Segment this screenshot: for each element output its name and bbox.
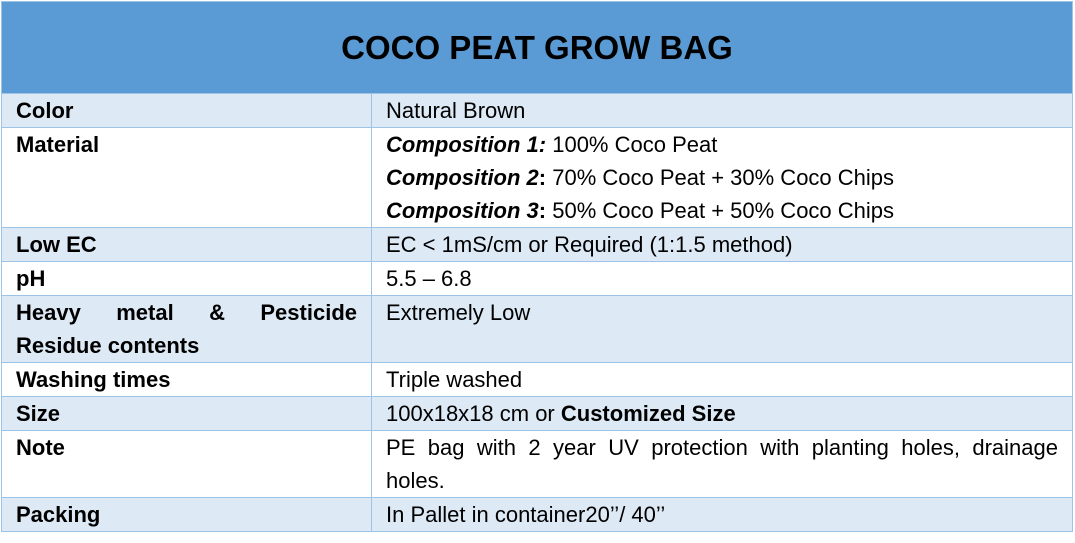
row-value: Natural Brown xyxy=(371,93,1073,128)
composition-separator: : xyxy=(538,165,547,190)
composition-name: Composition 2 xyxy=(386,165,539,190)
row-value-compositions: Composition 1: 100% Coco Peat Compositio… xyxy=(371,127,1073,228)
row-label: Packing xyxy=(1,497,372,532)
row-value: In Pallet in container20’’/ 40’’ xyxy=(371,497,1073,532)
composition-line: Composition 3: 50% Coco Peat + 50% Coco … xyxy=(386,194,1058,227)
table-row-ph: pH 5.5 – 6.8 xyxy=(1,261,1073,296)
row-label: Washing times xyxy=(1,362,372,397)
size-value-bold: Customized Size xyxy=(560,401,736,426)
table-row-material: Material Composition 1: 100% Coco Peat C… xyxy=(1,127,1073,228)
row-label: Low EC xyxy=(1,227,372,262)
size-value-plain: 100x18x18 cm or xyxy=(386,401,561,426)
table-row-washing: Washing times Triple washed xyxy=(1,362,1073,397)
row-label: Material xyxy=(1,127,372,228)
row-value: 5.5 – 6.8 xyxy=(371,261,1073,296)
table-row-color: Color Natural Brown xyxy=(1,93,1073,128)
row-label: Heavy metal & Pesticide Residue contents xyxy=(1,295,372,363)
row-value: PE bag with 2 year UV protection with pl… xyxy=(371,430,1073,498)
composition-line: Composition 2: 70% Coco Peat + 30% Coco … xyxy=(386,161,1058,194)
row-value: EC < 1mS/cm or Required (1:1.5 method) xyxy=(371,227,1073,262)
composition-line: Composition 1: 100% Coco Peat xyxy=(386,128,1058,161)
row-label: Size xyxy=(1,396,372,431)
composition-name: Composition 3 xyxy=(386,198,539,223)
row-label-line1: Heavy metal & Pesticide xyxy=(16,300,357,325)
row-value: Extremely Low xyxy=(371,295,1073,363)
table-row-heavy-metal: Heavy metal & Pesticide Residue contents… xyxy=(1,295,1073,363)
row-label-line2: Residue contents xyxy=(16,333,200,358)
row-value: Triple washed xyxy=(371,362,1073,397)
row-value: 100x18x18 cm or Customized Size xyxy=(371,396,1073,431)
table-row-note: Note PE bag with 2 year UV protection wi… xyxy=(1,430,1073,498)
title-row: COCO PEAT GROW BAG xyxy=(1,1,1073,94)
spec-table: COCO PEAT GROW BAG Color Natural Brown M… xyxy=(1,1,1073,532)
composition-separator: : xyxy=(538,198,547,223)
table-row-packing: Packing In Pallet in container20’’/ 40’’ xyxy=(1,497,1073,532)
table-title: COCO PEAT GROW BAG xyxy=(1,1,1073,94)
row-label: Color xyxy=(1,93,372,128)
composition-value: 100% Coco Peat xyxy=(546,132,718,157)
composition-name: Composition 1: xyxy=(386,132,547,157)
table-row-size: Size 100x18x18 cm or Customized Size xyxy=(1,396,1073,431)
composition-value: 70% Coco Peat + 30% Coco Chips xyxy=(546,165,895,190)
composition-value: 50% Coco Peat + 50% Coco Chips xyxy=(546,198,895,223)
row-label: Note xyxy=(1,430,372,498)
row-label: pH xyxy=(1,261,372,296)
table-row-low-ec: Low EC EC < 1mS/cm or Required (1:1.5 me… xyxy=(1,227,1073,262)
